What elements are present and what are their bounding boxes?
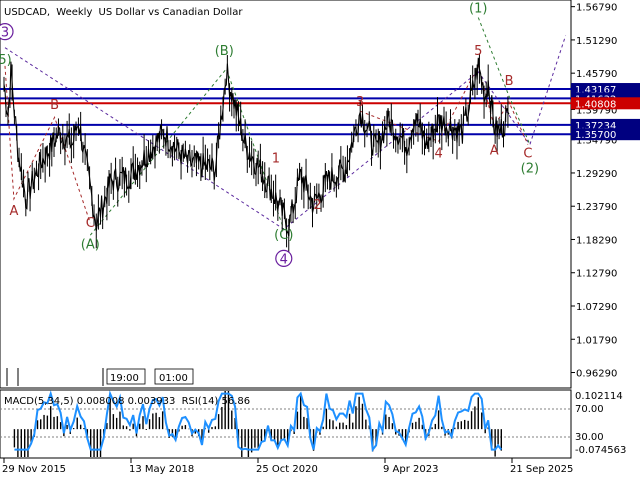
time-marker-box-1[interactable] (106, 368, 146, 385)
wave-label-circle (275, 249, 293, 267)
level-price-label: 1.35700 (575, 130, 616, 141)
wave-label: (1) (469, 1, 487, 16)
indicator-header: MACD(5,34,5) 0.008008 0.003933 RSI(14) 5… (4, 396, 250, 407)
wave-label: 2 (313, 198, 321, 213)
wave-label: C (86, 216, 95, 231)
level-price-box (571, 83, 640, 96)
price-tick-label: 0.96290 (576, 369, 617, 380)
rsi-line (14, 390, 503, 453)
wave-label: (B) (215, 44, 234, 59)
level-price-box (571, 97, 640, 110)
price-tick-label: 1.39790 (576, 105, 617, 116)
price-tick-label: 1.56790 (576, 3, 617, 14)
date-tick-label: 29 Nov 2015 (2, 464, 66, 475)
wave-path-brown-minor (4, 65, 91, 224)
macd-scale-min: -0.074563 (575, 445, 626, 456)
price-series (3, 54, 510, 254)
indicator-window: MACD(5,34,5) 0.008008 0.003933 RSI(14) 5… (0, 390, 626, 457)
price-tick-label: 1.18290 (576, 235, 617, 246)
wave-path-purple-primary (4, 35, 567, 230)
macd-label: MACD(5,34,5) 0.008008 0.003933 (4, 396, 175, 407)
wave-path-green-forecast (477, 17, 531, 145)
wave-label: 3 (356, 95, 364, 110)
time-marker-box-2[interactable] (154, 368, 194, 385)
wave-label: (A) (81, 237, 100, 252)
level-price-label: 1.40808 (575, 99, 616, 110)
macd-scale-max: 0.102114 (575, 391, 623, 402)
price-tick-label: 1.45790 (576, 69, 617, 80)
symbol: USDCAD (4, 7, 47, 18)
rsi-level-30-label: 30.00 (575, 432, 604, 443)
level-price-label: 1.37234 (575, 121, 616, 132)
wave-label: 4 (434, 147, 442, 162)
description: US Dollar vs Canadian Dollar (99, 7, 244, 18)
chart-header: USDCAD, Weekly US Dollar vs Canadian Dol… (4, 7, 243, 18)
price-tick-label: 1.34790 (576, 136, 617, 147)
wave-label: B (505, 74, 514, 89)
wave-label: (C) (274, 228, 293, 243)
wave-label: 4 (280, 252, 288, 267)
level-price-box (571, 128, 640, 141)
wave-label: A (9, 204, 18, 219)
level-price-label: 1.43167 (575, 85, 616, 96)
level-price-box (571, 118, 640, 131)
time-marker-1: 19:00 (110, 373, 139, 384)
horizontal-levels (0, 88, 571, 136)
wave-label: B (50, 98, 59, 113)
price-tick-label: 1.23790 (576, 202, 617, 213)
timeframe: Weekly (56, 7, 92, 18)
rsi-path (14, 390, 503, 453)
wave-label: 3 (1, 26, 9, 41)
wave-label: A (490, 144, 499, 159)
price-axis: 1.56790 1.51290 1.45790 1.39790 1.34790 1.292… (571, 3, 617, 380)
price-tick-label: 1.01790 (576, 335, 617, 346)
indicator-frame (0, 389, 572, 459)
rsi-level-70-label: 70.00 (575, 404, 604, 415)
price-tick-label: 1.07290 (576, 302, 617, 313)
wave-label: (2) (521, 162, 539, 177)
wave-label: 1 (272, 151, 280, 166)
time-marker-2: 01:00 (159, 373, 188, 384)
wave-label: C (523, 147, 532, 162)
wave-label: 5) (0, 53, 12, 68)
price-tick-label: 1.12790 (576, 269, 617, 280)
date-tick-label: 13 May 2018 (129, 464, 194, 475)
date-tick-label: 21 Sep 2025 (510, 464, 573, 475)
date-tick-label: 25 Oct 2020 (256, 464, 318, 475)
price-tick-label: 1.51290 (576, 36, 617, 47)
time-markers[interactable]: 19:00 01:00 (6, 368, 194, 386)
date-axis: 29 Nov 2015 13 May 2018 25 Oct 2020 9 Apr 2… (2, 458, 573, 475)
wave-label: 5 (474, 44, 482, 59)
rsi-label: RSI(14) 56.86 (182, 396, 251, 407)
date-tick-label: 9 Apr 2023 (383, 464, 438, 475)
price-tick-label: 1.29290 (576, 169, 617, 180)
wave-label-circle (0, 23, 14, 41)
main-chart-frame (0, 0, 572, 389)
